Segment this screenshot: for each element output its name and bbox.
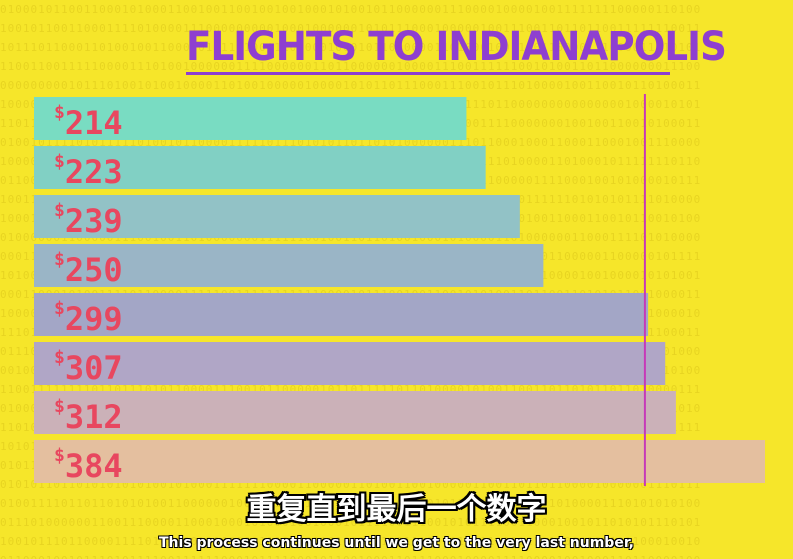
bar-1 <box>34 97 467 140</box>
bar-label-5: $299 <box>54 298 123 338</box>
bar-4 <box>34 244 544 287</box>
bar-label-1: $214 <box>54 102 123 142</box>
bar-8 <box>34 440 765 483</box>
bar-7 <box>34 391 676 434</box>
bar-3 <box>34 195 520 238</box>
bar-label-8: $384 <box>54 445 123 485</box>
subtitle-chinese: 重复直到最后一个数字 <box>246 492 547 527</box>
subtitle-english: This process continues until we get to t… <box>159 535 634 551</box>
bar-label-4: $250 <box>54 249 123 289</box>
bar-2 <box>34 146 486 189</box>
bars-group: $214 $223 $239 $250 $299 $307 $312 $384 <box>34 97 765 485</box>
bar-5 <box>34 293 649 336</box>
bar-label-6: $307 <box>54 347 123 387</box>
chart-title: FLIGHTS TO INDIANAPOLIS <box>186 24 727 70</box>
title-underline <box>186 72 670 75</box>
bar-6 <box>34 342 666 385</box>
bar-label-2: $223 <box>54 151 123 191</box>
bar-label-3: $239 <box>54 200 123 240</box>
bar-label-7: $312 <box>54 396 123 436</box>
